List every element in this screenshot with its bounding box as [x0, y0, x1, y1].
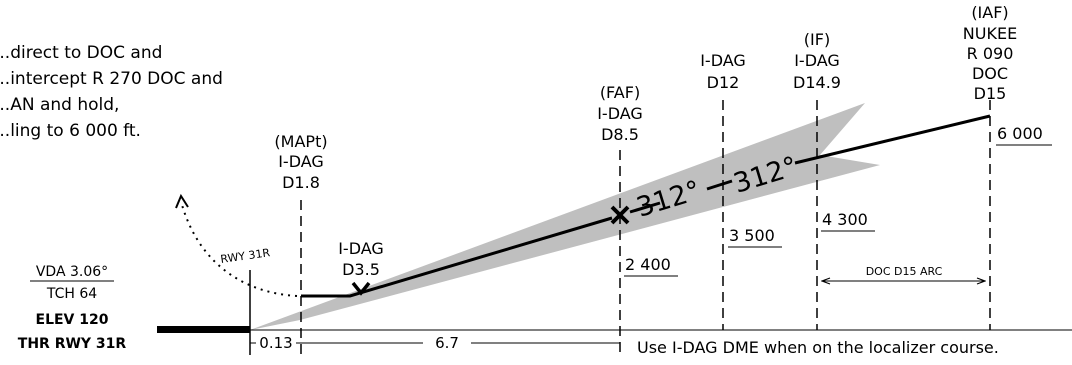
missed-approach-line-2: ...intercept R 270 DOC and [0, 69, 223, 89]
dist-thr-mapt: 0.13 [259, 334, 292, 352]
iaf-dist-label: D15 [974, 84, 1007, 103]
d12-nav-label: I-DAG [700, 51, 746, 70]
protection-area [250, 103, 880, 330]
d35-dist-label: D3.5 [342, 260, 380, 279]
faf-nav-label: I-DAG [597, 104, 643, 123]
faf-cross-icon [610, 205, 630, 225]
flight-path-segment-4 [794, 114, 991, 165]
d12-altitude: 3 500 [729, 226, 775, 245]
missed-approach-line-4: ...ling to 6 000 ft. [0, 121, 141, 141]
missed-approach-line-1: ...direct to DOC and [0, 43, 162, 63]
faf-role-label: (FAF) [600, 83, 640, 102]
dme-note: Use I-DAG DME when on the localizer cour… [637, 338, 999, 357]
stepdown-arrow-icon [351, 281, 371, 296]
iaf-role-label: (IAF) [971, 3, 1008, 22]
if-role-label: (IF) [804, 30, 830, 49]
vda-label: VDA 3.06° [36, 264, 108, 280]
if-dist-label: D14.9 [793, 73, 841, 92]
runway-bar [157, 326, 250, 333]
flight-path-segment-2 [629, 201, 661, 214]
faf-dist-label: D8.5 [601, 125, 639, 144]
faf-altitude: 2 400 [625, 255, 671, 274]
iaf-altitude: 6 000 [997, 124, 1043, 143]
mapt-dist-label: D1.8 [282, 173, 320, 192]
if-nav-label: I-DAG [794, 51, 840, 70]
missed-approach-line-3: ...AN and hold, [0, 95, 119, 115]
dist-1-bg [256, 334, 296, 351]
flight-path [301, 216, 613, 298]
if-altitude: 4 300 [822, 210, 868, 229]
arc-label: DOC D15 ARC [866, 265, 943, 278]
arc-label-bg [850, 264, 960, 278]
dist-mapt-faf: 6.7 [435, 334, 459, 352]
d12-dist-label: D12 [707, 73, 740, 92]
iaf-radial-label: R 090 [967, 44, 1014, 63]
mapt-nav-label: I-DAG [278, 152, 324, 171]
iaf-name-label: NUKEE [963, 24, 1017, 43]
tch-label: TCH 64 [46, 286, 97, 302]
d35-nav-label: I-DAG [338, 239, 384, 258]
runway-label: RWY 31R [220, 246, 272, 266]
flight-path-segment-3 [706, 179, 733, 191]
elev-label: ELEV 120 [36, 312, 109, 328]
dist-2-bg [423, 334, 471, 351]
iaf-nav-label: DOC [972, 64, 1008, 83]
mapt-role-label: (MAPt) [274, 132, 327, 151]
thr-label: THR RWY 31R [18, 336, 127, 352]
missed-approach-arrow-icon [175, 193, 189, 209]
